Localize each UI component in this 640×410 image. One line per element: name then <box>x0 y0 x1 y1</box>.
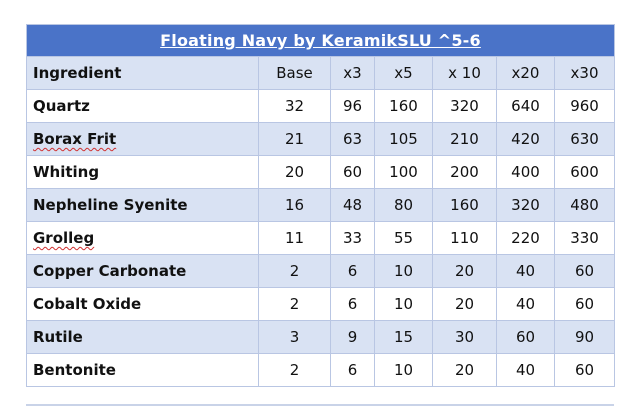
value-cell: 40 <box>496 353 555 387</box>
value-cell: 6 <box>330 287 375 321</box>
value-cell: 9 <box>330 320 375 354</box>
header-x10: x 10 <box>432 56 497 90</box>
value-cell: 10 <box>374 287 433 321</box>
value-cell: 21 <box>258 122 331 156</box>
ingredient-name: Whiting <box>33 163 100 181</box>
value-cell: 20 <box>432 254 497 288</box>
value-cell: 20 <box>258 155 331 189</box>
ingredient-cell: Borax Frit <box>26 122 259 156</box>
table-row: Copper Carbonate 2 6 10 20 40 60 <box>26 254 616 288</box>
value-cell: 6 <box>330 353 375 387</box>
value-cell: 2 <box>258 287 331 321</box>
header-x30: x30 <box>553 56 616 90</box>
value-cell: 15 <box>374 320 433 354</box>
value-cell: 60 <box>330 155 375 189</box>
title-row: Floating Navy by KeramikSLU ^5-6 <box>25 24 616 57</box>
table-row: Quartz 32 96 160 320 640 960 <box>26 89 616 123</box>
table-row: Cobalt Oxide 2 6 10 20 40 60 <box>26 287 616 321</box>
value-cell: 600 <box>553 155 616 189</box>
header-x20: x20 <box>496 56 555 90</box>
value-cell: 20 <box>432 353 497 387</box>
value-cell: 630 <box>553 122 616 156</box>
header-x5: x5 <box>374 56 433 90</box>
value-cell: 960 <box>553 89 616 123</box>
value-cell: 96 <box>330 89 375 123</box>
value-cell: 100 <box>374 155 433 189</box>
bottom-divider <box>26 404 614 406</box>
table-title: Floating Navy by KeramikSLU ^5-6 <box>25 24 616 57</box>
value-cell: 2 <box>258 254 331 288</box>
value-cell: 11 <box>258 221 331 255</box>
value-cell: 63 <box>330 122 375 156</box>
value-cell: 60 <box>496 320 555 354</box>
table-row: Whiting 20 60 100 200 400 600 <box>26 155 616 189</box>
value-cell: 32 <box>258 89 331 123</box>
value-cell: 60 <box>553 353 616 387</box>
value-cell: 60 <box>553 254 616 288</box>
ingredient-cell: Cobalt Oxide <box>26 287 259 321</box>
value-cell: 3 <box>258 320 331 354</box>
value-cell: 2 <box>258 353 331 387</box>
ingredient-name: Cobalt Oxide <box>33 295 142 313</box>
ingredient-name: Nepheline Syenite <box>33 196 188 214</box>
value-cell: 20 <box>432 287 497 321</box>
table-row: Bentonite 2 6 10 20 40 60 <box>26 353 616 387</box>
header-ingredient: Ingredient <box>26 56 259 90</box>
header-x3: x3 <box>330 56 375 90</box>
value-cell: 220 <box>496 221 555 255</box>
ingredient-cell: Copper Carbonate <box>26 254 259 288</box>
value-cell: 40 <box>496 287 555 321</box>
value-cell: 105 <box>374 122 433 156</box>
value-cell: 48 <box>330 188 375 222</box>
ingredient-cell: Rutile <box>26 320 259 354</box>
value-cell: 160 <box>374 89 433 123</box>
table-row: Borax Frit 21 63 105 210 420 630 <box>26 122 616 156</box>
ingredient-name: Borax Frit <box>33 130 117 148</box>
value-cell: 33 <box>330 221 375 255</box>
value-cell: 80 <box>374 188 433 222</box>
value-cell: 10 <box>374 353 433 387</box>
value-cell: 6 <box>330 254 375 288</box>
glaze-recipe-table: Floating Navy by KeramikSLU ^5-6 Ingredi… <box>25 24 616 387</box>
value-cell: 160 <box>432 188 497 222</box>
value-cell: 200 <box>432 155 497 189</box>
value-cell: 640 <box>496 89 555 123</box>
value-cell: 16 <box>258 188 331 222</box>
value-cell: 110 <box>432 221 497 255</box>
ingredient-cell: Grolleg <box>26 221 259 255</box>
value-cell: 480 <box>553 188 616 222</box>
table-row: Nepheline Syenite 16 48 80 160 320 480 <box>26 188 616 222</box>
ingredient-name: Quartz <box>33 97 90 115</box>
value-cell: 60 <box>553 287 616 321</box>
value-cell: 420 <box>496 122 555 156</box>
value-cell: 210 <box>432 122 497 156</box>
column-header-row: Ingredient Base x3 x5 x 10 x20 x30 <box>26 56 616 90</box>
ingredient-cell: Quartz <box>26 89 259 123</box>
ingredient-name: Grolleg <box>33 229 95 247</box>
ingredient-name: Copper Carbonate <box>33 262 187 280</box>
value-cell: 330 <box>553 221 616 255</box>
table-row: Grolleg 11 33 55 110 220 330 <box>26 221 616 255</box>
ingredient-name: Rutile <box>33 328 83 346</box>
table-row: Rutile 3 9 15 30 60 90 <box>26 320 616 354</box>
ingredient-cell: Bentonite <box>26 353 259 387</box>
value-cell: 10 <box>374 254 433 288</box>
ingredient-cell: Nepheline Syenite <box>26 188 259 222</box>
value-cell: 400 <box>496 155 555 189</box>
ingredient-name: Bentonite <box>33 361 116 379</box>
value-cell: 30 <box>432 320 497 354</box>
ingredient-cell: Whiting <box>26 155 259 189</box>
header-base: Base <box>258 56 331 90</box>
value-cell: 55 <box>374 221 433 255</box>
value-cell: 40 <box>496 254 555 288</box>
value-cell: 320 <box>496 188 555 222</box>
value-cell: 320 <box>432 89 497 123</box>
value-cell: 90 <box>553 320 616 354</box>
